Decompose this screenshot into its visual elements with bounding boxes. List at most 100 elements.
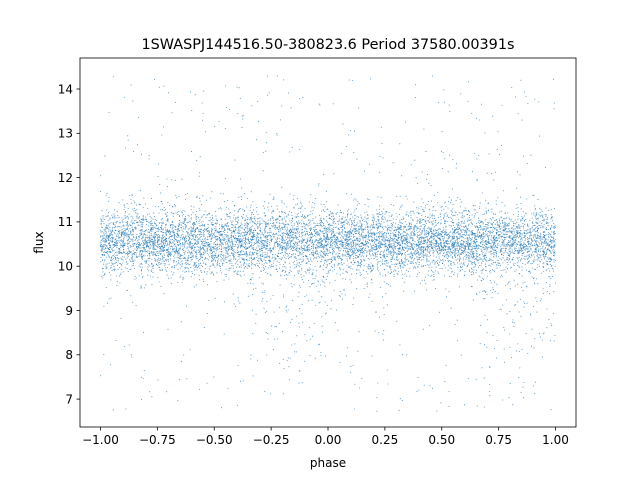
data-point bbox=[399, 213, 401, 215]
data-point bbox=[217, 261, 219, 263]
data-point bbox=[223, 260, 225, 262]
data-point bbox=[191, 110, 193, 112]
data-point bbox=[427, 240, 429, 242]
data-point bbox=[414, 251, 416, 253]
data-point bbox=[249, 209, 251, 212]
data-point bbox=[278, 253, 280, 255]
data-point bbox=[379, 234, 381, 236]
data-point bbox=[227, 244, 229, 246]
data-point bbox=[528, 271, 530, 273]
data-point bbox=[541, 227, 543, 229]
data-point bbox=[436, 410, 438, 412]
data-point bbox=[281, 252, 283, 254]
data-point bbox=[172, 213, 174, 215]
data-point bbox=[443, 208, 445, 210]
data-point bbox=[302, 214, 304, 216]
data-point bbox=[112, 264, 114, 266]
data-point bbox=[262, 283, 265, 285]
data-point bbox=[524, 238, 527, 240]
data-point bbox=[175, 246, 177, 249]
data-point bbox=[448, 405, 450, 407]
data-point bbox=[338, 255, 340, 257]
data-point bbox=[215, 218, 217, 220]
data-point bbox=[552, 313, 555, 315]
data-point bbox=[194, 234, 196, 236]
data-point bbox=[180, 239, 182, 241]
data-point bbox=[383, 249, 385, 251]
data-point bbox=[377, 267, 379, 269]
data-point bbox=[107, 237, 109, 240]
data-point bbox=[264, 221, 266, 223]
data-point bbox=[192, 237, 194, 240]
data-point bbox=[544, 214, 546, 216]
data-point bbox=[475, 226, 477, 228]
data-point bbox=[244, 247, 246, 249]
data-point bbox=[103, 244, 105, 246]
data-point bbox=[354, 262, 356, 264]
data-point bbox=[308, 272, 310, 274]
data-point bbox=[522, 282, 524, 284]
data-point bbox=[469, 214, 471, 217]
data-point bbox=[261, 263, 263, 265]
data-point bbox=[252, 283, 254, 285]
data-point bbox=[333, 289, 335, 291]
data-point bbox=[141, 266, 143, 268]
data-point bbox=[356, 204, 358, 206]
data-point bbox=[126, 220, 129, 223]
data-point bbox=[449, 235, 451, 237]
data-point bbox=[393, 204, 395, 206]
data-point bbox=[323, 264, 325, 266]
data-point bbox=[476, 245, 478, 247]
data-point bbox=[130, 245, 132, 247]
data-point bbox=[157, 175, 159, 178]
data-point bbox=[104, 259, 106, 261]
data-point bbox=[422, 240, 424, 242]
data-point bbox=[132, 234, 134, 236]
data-point bbox=[253, 263, 255, 266]
data-point bbox=[272, 232, 274, 234]
data-point bbox=[460, 354, 462, 356]
data-point bbox=[299, 248, 301, 250]
data-point bbox=[256, 211, 258, 213]
data-point bbox=[376, 255, 378, 257]
data-point bbox=[553, 270, 555, 272]
data-point bbox=[296, 216, 298, 218]
data-point bbox=[268, 267, 270, 269]
data-point bbox=[279, 228, 281, 230]
data-point bbox=[256, 256, 258, 258]
data-point bbox=[340, 260, 342, 262]
data-point bbox=[480, 103, 483, 105]
data-point bbox=[499, 258, 501, 260]
data-point bbox=[132, 208, 134, 210]
data-point bbox=[197, 230, 199, 232]
data-point bbox=[185, 262, 187, 264]
data-point bbox=[309, 286, 311, 288]
data-point bbox=[507, 228, 509, 230]
data-point bbox=[122, 230, 125, 232]
data-point bbox=[298, 322, 300, 324]
data-point bbox=[460, 258, 462, 260]
data-point bbox=[246, 267, 248, 269]
data-point bbox=[426, 256, 428, 258]
data-point bbox=[142, 239, 144, 242]
data-point bbox=[277, 218, 279, 220]
data-point bbox=[125, 258, 127, 260]
data-point bbox=[477, 231, 479, 233]
data-point bbox=[251, 309, 253, 311]
data-point bbox=[487, 238, 490, 240]
data-point bbox=[208, 299, 210, 301]
data-point bbox=[370, 271, 372, 273]
data-point bbox=[347, 255, 349, 258]
data-point bbox=[183, 217, 185, 219]
data-point bbox=[417, 243, 419, 245]
data-point bbox=[207, 231, 209, 233]
data-point bbox=[243, 267, 245, 269]
data-point bbox=[420, 252, 422, 254]
data-point bbox=[468, 252, 470, 254]
data-point bbox=[171, 179, 173, 181]
data-point bbox=[490, 226, 493, 229]
data-point bbox=[350, 245, 352, 247]
data-point bbox=[133, 236, 135, 239]
data-point bbox=[340, 244, 342, 246]
data-point bbox=[454, 256, 457, 258]
